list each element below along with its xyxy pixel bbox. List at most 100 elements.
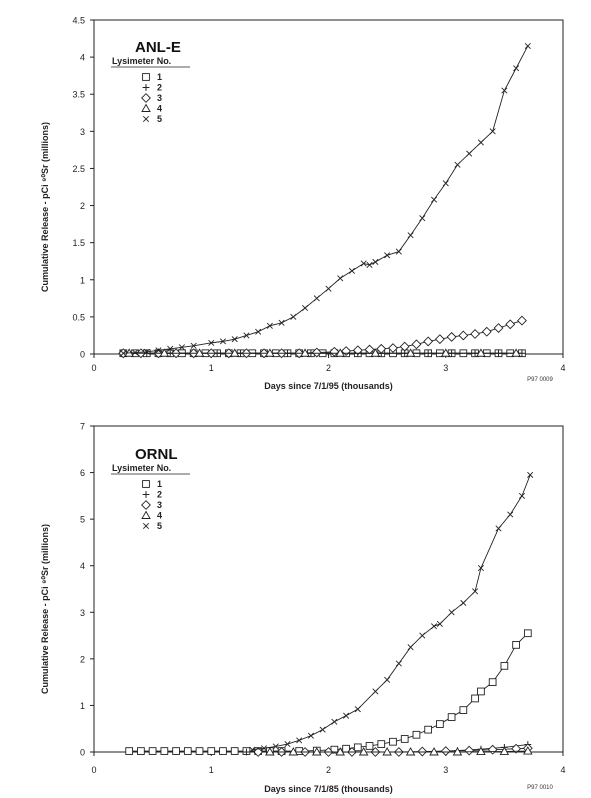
y-tick-label: 1 xyxy=(80,275,85,285)
data-point xyxy=(195,747,204,755)
data-point xyxy=(366,261,373,268)
data-point xyxy=(472,588,479,595)
plot-frame xyxy=(93,425,564,753)
data-point xyxy=(167,345,174,352)
data-point xyxy=(190,342,197,349)
data-point xyxy=(419,632,426,639)
x-tick-label: 3 xyxy=(443,765,448,775)
y-tick-label: 6 xyxy=(80,468,85,478)
data-point xyxy=(243,332,250,339)
legend-entry-label: 4 xyxy=(157,511,162,521)
y-tick-label: 1.5 xyxy=(72,238,85,248)
data-point xyxy=(477,139,484,146)
data-point xyxy=(360,260,367,267)
data-point xyxy=(125,747,134,755)
series-line xyxy=(129,632,529,752)
data-point xyxy=(311,747,322,756)
x-tick-label: 4 xyxy=(560,363,565,373)
legend-entry-label: 5 xyxy=(157,114,162,124)
x-tick-label: 3 xyxy=(443,363,448,373)
data-point xyxy=(388,343,398,353)
y-axis-label: Cumulative Release - pCi ⁹⁰Sr (millions) xyxy=(40,122,50,292)
data-point xyxy=(230,747,239,755)
data-point xyxy=(423,336,434,347)
y-tick-label: 5 xyxy=(80,515,85,525)
data-point xyxy=(311,347,322,358)
figure-code: P97 0009 xyxy=(527,377,553,383)
y-tick-label: 4 xyxy=(80,561,85,571)
data-point xyxy=(499,746,510,755)
data-point xyxy=(335,348,346,357)
data-point xyxy=(524,42,531,50)
data-point xyxy=(143,348,150,355)
data-point xyxy=(518,349,526,357)
data-point xyxy=(265,348,275,357)
data-point xyxy=(476,746,486,755)
data-point xyxy=(208,339,215,346)
legend-marker xyxy=(142,480,150,488)
y-tick-label: 0.5 xyxy=(72,312,85,322)
data-point xyxy=(229,348,240,357)
data-point xyxy=(353,743,362,752)
data-point xyxy=(454,161,461,168)
data-point xyxy=(370,348,381,357)
data-point xyxy=(313,295,320,302)
data-point xyxy=(307,732,314,739)
data-point xyxy=(384,252,391,259)
legend-marker xyxy=(142,73,150,81)
legend-entry-label: 2 xyxy=(157,490,162,500)
data-point xyxy=(507,511,514,518)
data-point xyxy=(148,747,157,755)
x-tick-label: 4 xyxy=(560,765,565,775)
data-point xyxy=(424,725,433,734)
x-axis-label: Days since 7/1/85 (thousands) xyxy=(264,784,393,794)
data-point xyxy=(436,620,443,627)
data-point xyxy=(384,676,391,683)
data-point xyxy=(266,322,273,329)
y-tick-label: 3 xyxy=(80,127,85,137)
data-point xyxy=(372,688,379,695)
data-point xyxy=(365,742,374,750)
data-point xyxy=(447,713,456,721)
legend-marker xyxy=(141,93,151,103)
data-point xyxy=(284,741,291,748)
data-point xyxy=(253,747,264,757)
y-tick-label: 1 xyxy=(80,701,85,711)
x-tick-label: 1 xyxy=(209,363,214,373)
legend-marker xyxy=(141,103,151,112)
data-point xyxy=(446,331,457,342)
data-point xyxy=(364,344,375,355)
data-point xyxy=(348,267,355,274)
data-point xyxy=(159,348,170,357)
data-point xyxy=(178,344,185,351)
data-point xyxy=(120,350,127,357)
legend-title: Lysimeter No. xyxy=(112,56,171,66)
data-point xyxy=(337,275,344,282)
legend-marker xyxy=(141,500,151,510)
data-point xyxy=(481,326,492,337)
data-point xyxy=(523,629,532,638)
figure-code: P97 0010 xyxy=(527,785,553,791)
data-point xyxy=(417,746,428,757)
data-point xyxy=(400,735,409,743)
data-point xyxy=(331,718,338,725)
data-point xyxy=(272,743,279,750)
x-tick-label: 0 xyxy=(91,765,96,775)
data-point xyxy=(430,623,438,630)
data-point xyxy=(219,338,227,345)
data-point xyxy=(419,215,426,222)
series-line xyxy=(123,45,529,354)
data-point xyxy=(194,348,205,357)
legend-entry-label: 1 xyxy=(157,479,162,489)
data-point xyxy=(412,730,421,739)
data-point xyxy=(329,346,340,357)
y-tick-label: 2.5 xyxy=(72,164,85,174)
data-point xyxy=(243,748,250,756)
legend-marker xyxy=(142,491,150,498)
data-point xyxy=(513,65,520,72)
data-point xyxy=(290,313,297,320)
data-point xyxy=(300,348,310,357)
